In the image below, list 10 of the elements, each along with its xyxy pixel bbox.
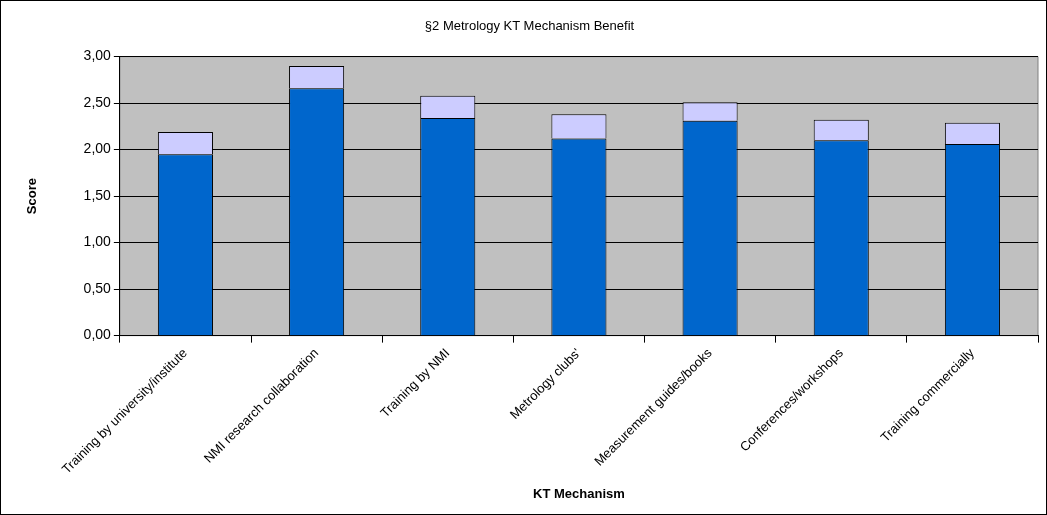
y-tick-label: 3,00 xyxy=(83,47,112,64)
y-axis-title: Score xyxy=(24,178,40,215)
y-tick-label: 2,50 xyxy=(83,93,112,110)
y-tick-label: 0,50 xyxy=(83,279,112,296)
chart-title: §2 Metrology KT Mechanism Benefit xyxy=(424,18,635,34)
y-tick-label: 0,00 xyxy=(83,326,112,343)
y-tick-label: 2,00 xyxy=(83,140,112,157)
y-tick-label: 1,50 xyxy=(83,186,112,203)
x-axis-title: KT Mechanism xyxy=(533,485,625,501)
y-tick-label: 1,00 xyxy=(83,233,112,250)
